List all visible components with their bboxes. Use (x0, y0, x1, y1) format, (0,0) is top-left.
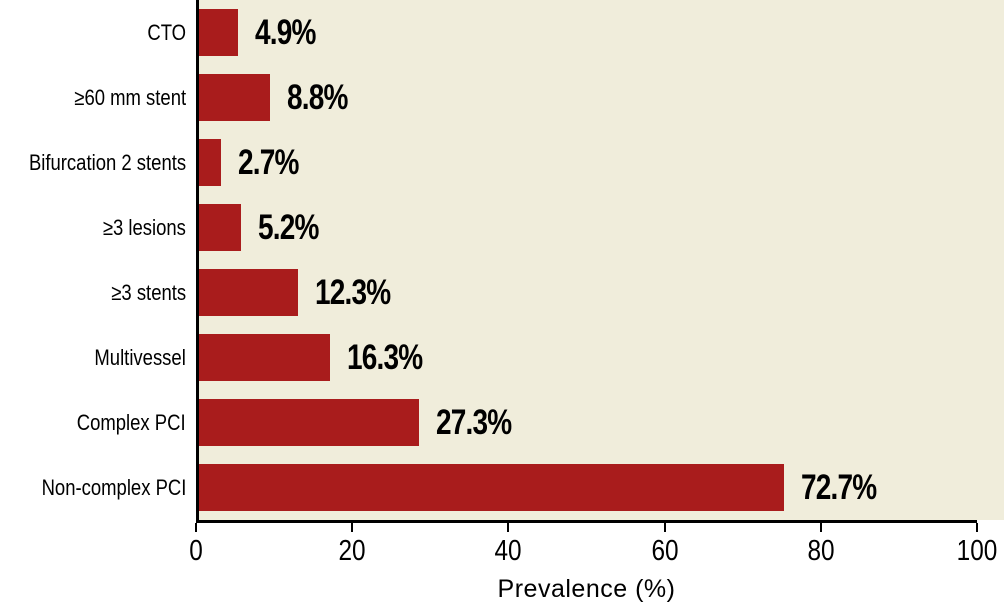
bar-row: CTO 4.9% (0, 0, 1004, 65)
plot-area: CTO 4.9% ≥60 mm stent 8.8% Bifurcation 2… (0, 0, 1004, 520)
x-axis-line (196, 520, 977, 523)
category-label: Complex PCI (0, 390, 196, 455)
category-label-text: CTO (147, 19, 186, 45)
tick-mark (507, 523, 510, 532)
bar-track: 16.3% (196, 325, 1004, 390)
bar-row: Complex PCI 27.3% (0, 390, 1004, 455)
bar-track: 12.3% (196, 260, 1004, 325)
tick-mark (819, 523, 822, 532)
category-label-text: Bifurcation 2 stents (28, 149, 186, 175)
tick-mark (351, 523, 354, 532)
value-label: 5.2% (257, 207, 319, 247)
bar (199, 464, 785, 511)
category-label-text: ≥3 stents (111, 279, 186, 305)
value-label: 8.8% (286, 77, 348, 117)
bar-track: 5.2% (196, 195, 1004, 260)
category-label: CTO (0, 0, 196, 65)
category-label: Non-complex PCI (0, 455, 196, 520)
value-label: 27.3% (435, 402, 512, 442)
bar-track: 2.7% (196, 130, 1004, 195)
bar-row: ≥3 stents 12.3% (0, 260, 1004, 325)
x-axis-title: Prevalence (%) (497, 575, 676, 603)
bar (199, 74, 270, 121)
bar (199, 399, 419, 446)
bar-track: 8.8% (196, 65, 1004, 130)
bar (199, 334, 331, 381)
bar-row: Non-complex PCI 72.7% (0, 455, 1004, 520)
x-axis-ticks (195, 523, 978, 535)
category-label-text: Complex PCI (77, 409, 186, 435)
value-label: 4.9% (255, 12, 317, 52)
tick-label: 40 (494, 535, 522, 567)
tick-label: 0 (189, 535, 203, 567)
bar (199, 204, 241, 251)
tick-label: 80 (807, 535, 835, 567)
bar (199, 9, 239, 56)
category-label: Bifurcation 2 stents (0, 130, 196, 195)
bar-track: 72.7% (196, 455, 1004, 520)
bar (199, 139, 221, 186)
bar (199, 269, 298, 316)
category-label-text: ≥60 mm stent (74, 84, 186, 110)
category-label-text: Multivessel (94, 344, 186, 370)
value-label: 72.7% (801, 467, 877, 507)
bar-track: 4.9% (196, 0, 1004, 65)
category-label: ≥60 mm stent (0, 65, 196, 130)
tick-label: 100 (956, 535, 998, 567)
tick-label: 20 (338, 535, 366, 567)
value-label: 16.3% (347, 337, 423, 377)
x-axis-tick-labels: 0 20 40 60 80 100 (189, 535, 997, 569)
bar-row: ≥60 mm stent 8.8% (0, 65, 1004, 130)
bar-track: 27.3% (196, 390, 1004, 455)
bar-row: Multivessel 16.3% (0, 325, 1004, 390)
value-label: 12.3% (315, 272, 391, 312)
tick-mark (663, 523, 666, 532)
tick-mark (195, 523, 197, 532)
category-label: ≥3 stents (0, 260, 196, 325)
tick-label: 60 (651, 535, 679, 567)
value-label: 2.7% (237, 142, 299, 182)
category-label: Multivessel (0, 325, 196, 390)
category-label-text: ≥3 lesions (102, 214, 186, 240)
category-label: ≥3 lesions (0, 195, 196, 260)
tick-mark (976, 523, 978, 532)
bar-row: Bifurcation 2 stents 2.7% (0, 130, 1004, 195)
category-label-text: Non-complex PCI (41, 474, 186, 500)
bar-row: ≥3 lesions 5.2% (0, 195, 1004, 260)
